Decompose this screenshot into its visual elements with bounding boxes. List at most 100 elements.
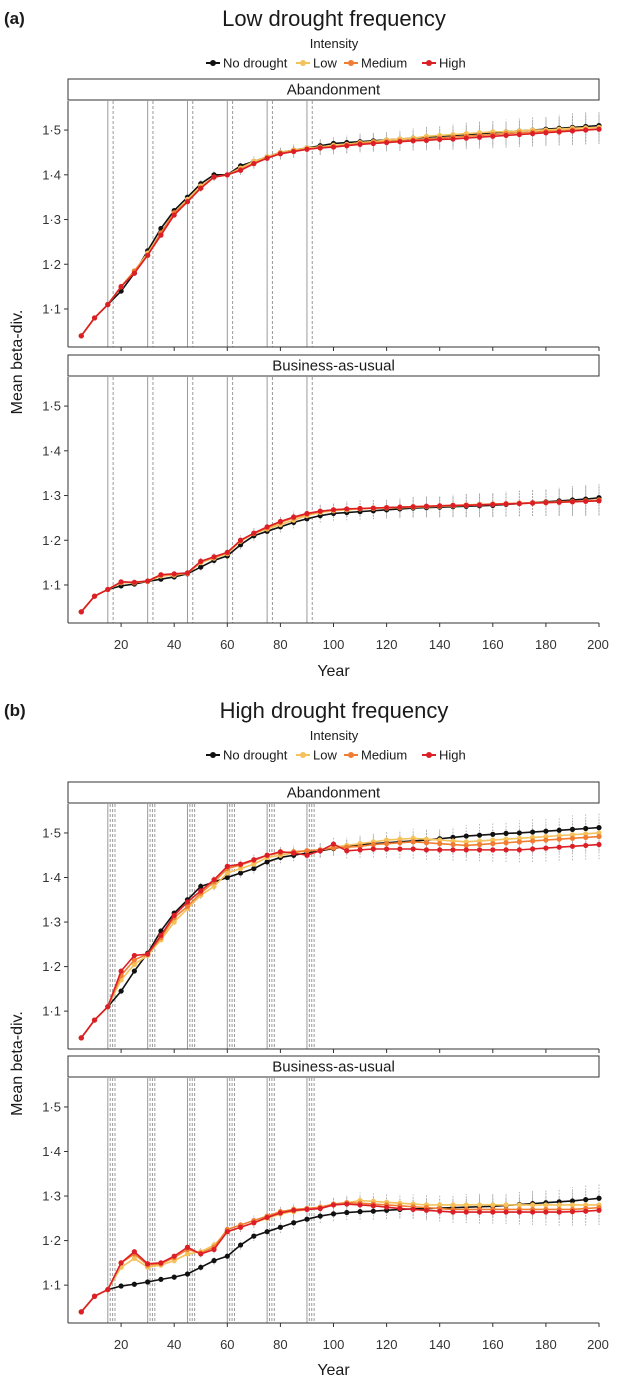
x-tick-label: 200: [587, 1337, 609, 1352]
data-point: [423, 1207, 430, 1213]
y-tick-label: 1·1: [42, 1004, 61, 1019]
data-point: [476, 838, 483, 844]
data-point: [211, 883, 217, 890]
x-axis-label: Year: [317, 1362, 350, 1379]
data-point: [277, 151, 283, 157]
x-tick-label: 100: [323, 1337, 345, 1352]
data-point: [184, 903, 191, 910]
data-point: [131, 579, 137, 585]
legend-entry: Low: [313, 748, 337, 763]
data-point: [158, 1260, 164, 1266]
data-point: [91, 1293, 98, 1299]
data-point: [437, 837, 443, 843]
series-low: [78, 124, 602, 339]
x-tick-label: 20: [114, 1337, 128, 1352]
data-point: [583, 1197, 589, 1203]
data-point: [370, 1203, 376, 1209]
data-point: [304, 852, 310, 858]
data-point: [476, 502, 483, 508]
data-point: [569, 1202, 576, 1208]
data-point: [543, 845, 549, 851]
x-tick-label: 40: [167, 637, 181, 652]
data-point: [264, 852, 270, 858]
data-point: [556, 1209, 562, 1215]
data-point: [198, 883, 204, 890]
data-point: [530, 846, 536, 852]
data-point: [384, 139, 390, 146]
data-point: [596, 498, 602, 504]
data-point: [463, 1209, 469, 1215]
facet-strip-label: Abandonment: [287, 785, 381, 802]
series-high: [78, 126, 602, 339]
data-point: [503, 1202, 509, 1208]
data-point: [118, 579, 124, 585]
y-tick-label: 1·2: [42, 1233, 61, 1248]
legend-key-dot: [210, 752, 216, 758]
y-tick-label: 1·2: [42, 257, 61, 272]
data-point: [118, 988, 124, 994]
series-line: [80, 128, 600, 337]
facet-strip: [67, 354, 600, 377]
data-point: [476, 1202, 483, 1208]
data-point: [384, 505, 390, 511]
data-point: [237, 870, 244, 876]
data-point: [476, 1209, 483, 1215]
data-point: [476, 841, 483, 848]
data-point: [330, 507, 337, 513]
data-point: [118, 968, 124, 974]
data-point: [384, 846, 390, 852]
data-point: [543, 828, 549, 834]
facet-business-as-usual: Business-as-usual 1·1 1·2 1·3 1·4 1·5: [42, 1055, 602, 1327]
data-point: [171, 1274, 177, 1280]
data-point: [344, 143, 350, 149]
data-point: [463, 135, 469, 141]
data-point: [384, 837, 390, 843]
data-point: [317, 1205, 323, 1212]
x-tick-label: 80: [273, 637, 287, 652]
data-point: [198, 888, 204, 894]
data-point: [596, 841, 602, 848]
data-point: [237, 537, 244, 543]
data-point: [251, 861, 257, 867]
data-point: [556, 833, 562, 839]
data-point: [410, 835, 416, 841]
data-point: [516, 835, 522, 841]
data-point: [304, 848, 310, 854]
data-point: [543, 1209, 549, 1215]
data-point: [131, 957, 137, 963]
series-line: [80, 500, 600, 613]
data-point: [131, 270, 137, 276]
data-point: [264, 859, 270, 865]
legend-entry: High: [439, 748, 466, 763]
data-point: [583, 842, 589, 849]
data-point: [317, 508, 323, 514]
x-tick-label: 160: [482, 1337, 504, 1352]
data-point: [105, 301, 111, 308]
x-tick-label: 180: [535, 637, 557, 652]
data-point: [291, 850, 297, 856]
series-line: [80, 832, 600, 1039]
legend-entry: Medium: [361, 748, 407, 763]
data-point: [357, 1209, 363, 1215]
data-point: [503, 840, 509, 846]
data-point: [463, 1202, 469, 1208]
data-point: [211, 554, 217, 560]
data-point: [490, 1209, 496, 1215]
data-point: [569, 826, 576, 832]
data-point: [516, 839, 522, 845]
data-point: [423, 836, 430, 842]
data-point: [450, 502, 456, 508]
data-point: [503, 836, 509, 842]
facet-strip-label: Abandonment: [287, 82, 381, 99]
data-point: [583, 834, 589, 841]
data-point: [450, 834, 456, 841]
data-point: [145, 1261, 151, 1267]
chart-panel-1: (b) High drought frequency Intensity No dro…: [4, 698, 609, 1379]
facet-abandonment: Abandonment 1·1 1·2 1·3 1·4 1·5: [42, 78, 602, 351]
data-point: [330, 1211, 337, 1217]
data-point: [237, 865, 244, 872]
x-tick-label: 60: [220, 637, 234, 652]
data-point: [370, 841, 376, 848]
series-line: [80, 499, 600, 613]
data-point: [556, 129, 562, 135]
